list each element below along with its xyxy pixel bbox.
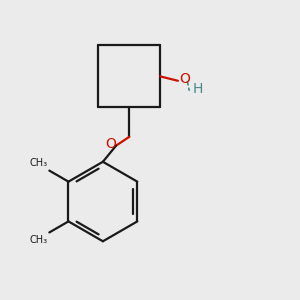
Text: CH₃: CH₃ (30, 158, 48, 168)
Text: O: O (105, 137, 116, 151)
Text: H: H (193, 82, 203, 96)
Text: CH₃: CH₃ (30, 235, 48, 245)
Text: O: O (179, 72, 190, 86)
